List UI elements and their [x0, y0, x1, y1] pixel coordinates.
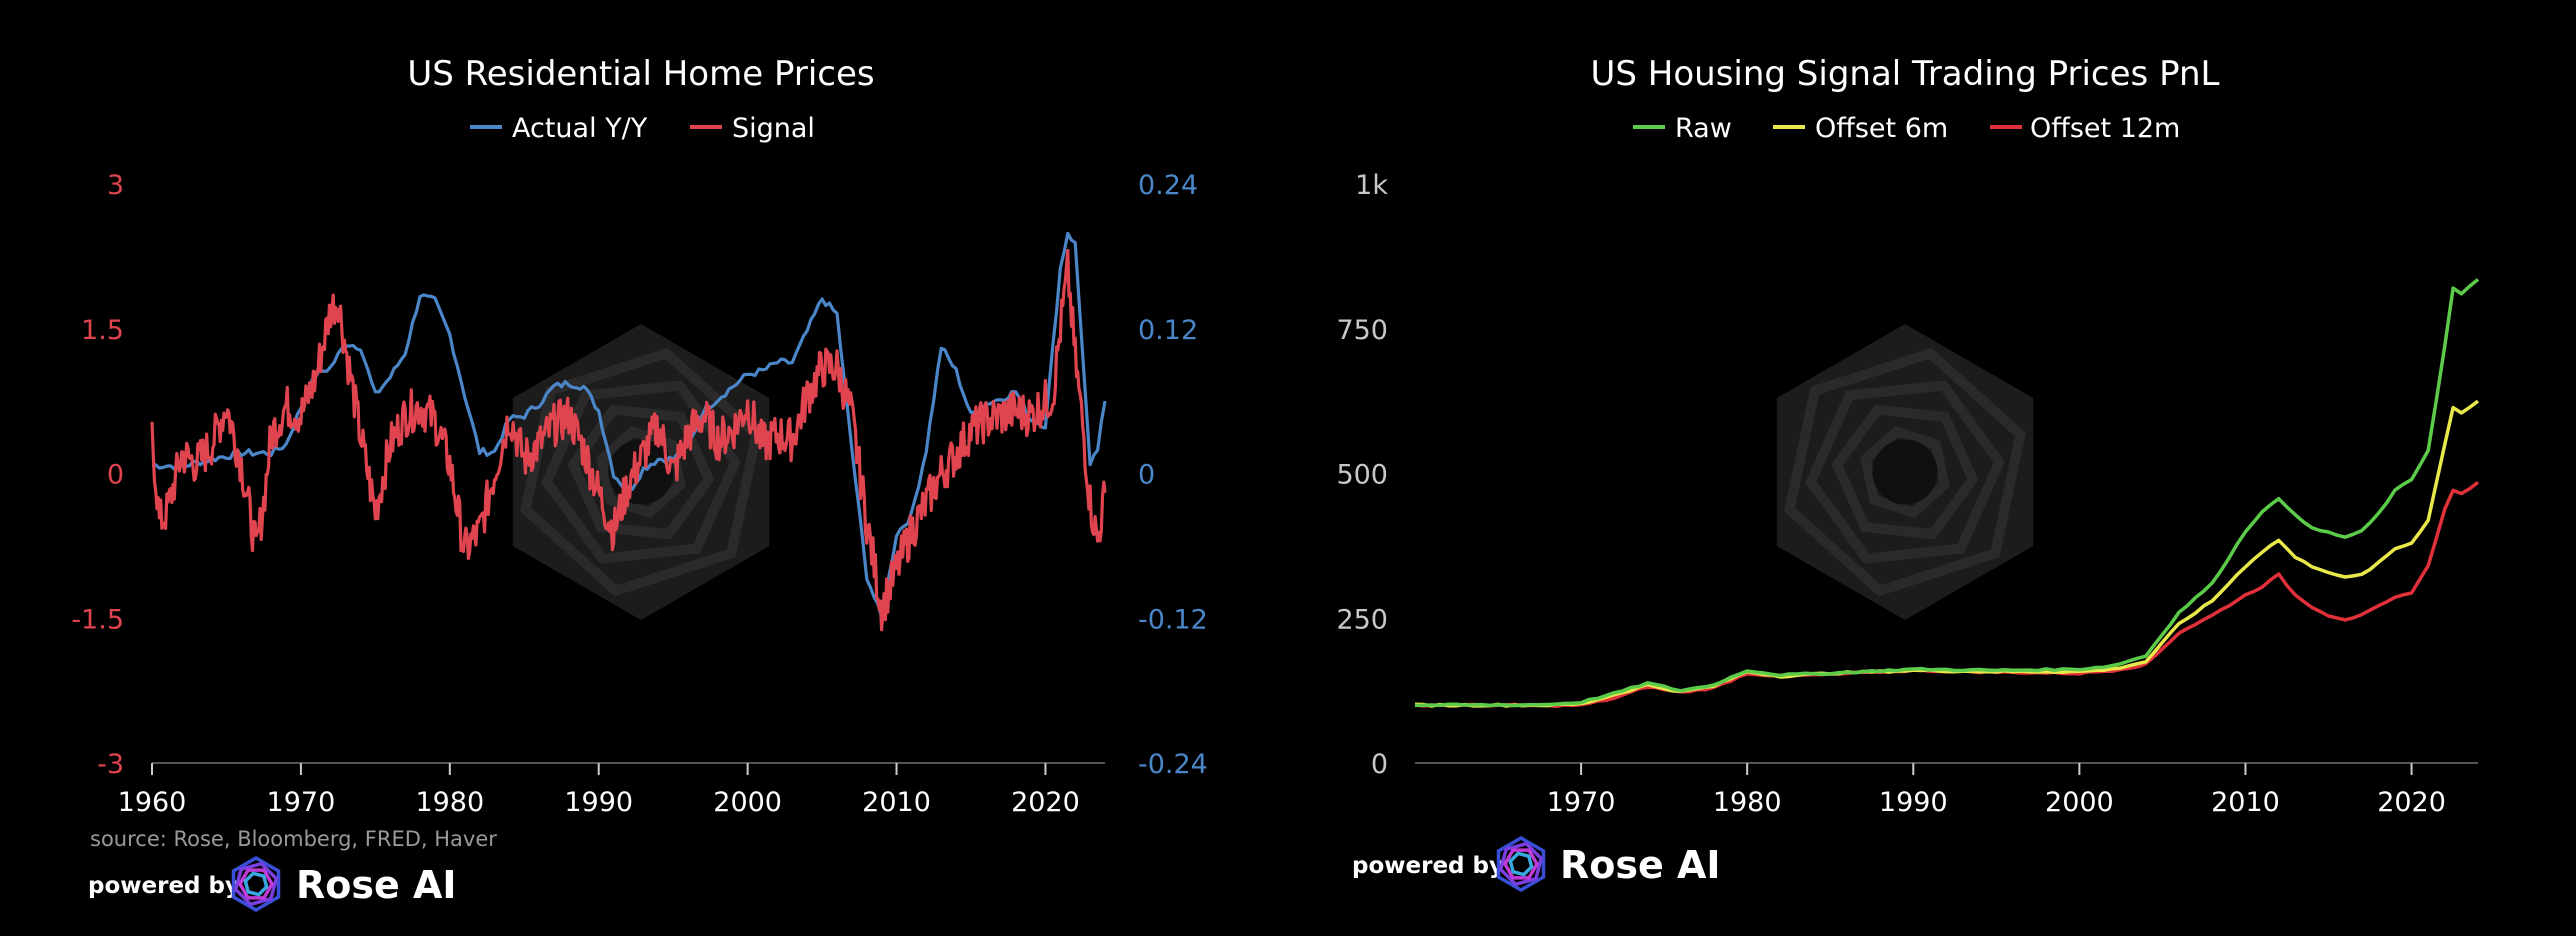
home-prices-chart: US Residential Home Prices Actual Y/Y Si…	[71, 54, 1208, 913]
rose-ai-logo-icon	[231, 855, 281, 913]
right-y-tick: 0.12	[1138, 315, 1198, 346]
series-left	[150, 231, 1107, 632]
x-axis-ticks-left: 1960 1970 1980 1990 2000 2010 2020	[118, 763, 1080, 818]
x-tick-label: 2010	[862, 787, 931, 818]
pnl-y-tick: 0	[1371, 749, 1388, 780]
right-y-tick: -0.24	[1138, 749, 1208, 780]
pnl-y-tick: 750	[1336, 315, 1388, 346]
right-y-tick: 0	[1138, 460, 1155, 491]
x-tick-label: 1970	[1547, 787, 1616, 818]
legend-left[interactable]: Actual Y/Y Signal	[470, 113, 815, 144]
brand-name: Rose AI	[296, 863, 457, 907]
legend-label-raw[interactable]: Raw	[1675, 113, 1732, 144]
x-tick-label: 1980	[415, 787, 484, 818]
x-tick-label: 2010	[2211, 787, 2280, 818]
right-y-tick: -0.12	[1138, 604, 1208, 635]
pnl-y-tick: 500	[1336, 460, 1388, 491]
legend-label-signal[interactable]: Signal	[732, 113, 815, 144]
powered-by-right[interactable]: powered by Rose AI	[1352, 835, 1721, 893]
x-tick-label: 2000	[713, 787, 782, 818]
x-tick-label: 2020	[1011, 787, 1080, 818]
x-tick-label: 1990	[1879, 787, 1948, 818]
left-y-tick: 0	[107, 460, 124, 491]
powered-by-label: powered by	[88, 873, 240, 899]
legend-label-offset12[interactable]: Offset 12m	[2030, 113, 2180, 144]
right-axis-ticks: 0.24 0.12 0 -0.12 -0.24	[1138, 170, 1208, 780]
series-line-raw	[1414, 278, 2480, 708]
x-tick-label: 1980	[1713, 787, 1782, 818]
series-right	[1414, 278, 2480, 709]
left-y-tick: -1.5	[71, 604, 124, 635]
left-y-tick: 1.5	[81, 315, 124, 346]
brand-name: Rose AI	[1560, 843, 1721, 887]
series-line-offset6	[1414, 399, 2480, 708]
pnl-chart: US Housing Signal Trading Prices PnL Raw…	[1336, 54, 2480, 893]
x-tick-label: 2000	[2045, 787, 2114, 818]
x-tick-label: 1970	[267, 787, 336, 818]
left-axis-ticks: 3 1.5 0 -1.5 -3	[71, 170, 124, 780]
legend-right[interactable]: Raw Offset 6m Offset 12m	[1633, 113, 2180, 144]
right-y-tick: 0.24	[1138, 170, 1198, 201]
series-line-signal	[150, 248, 1107, 632]
powered-by-label: powered by	[1352, 853, 1504, 879]
x-tick-label: 1990	[564, 787, 633, 818]
legend-label-actual[interactable]: Actual Y/Y	[512, 113, 648, 144]
source-note: source: Rose, Bloomberg, FRED, Haver	[90, 827, 497, 851]
powered-by-left[interactable]: powered by Rose AI	[88, 855, 457, 913]
pnl-y-tick: 1k	[1355, 170, 1388, 201]
legend-label-offset6[interactable]: Offset 6m	[1815, 113, 1948, 144]
left-y-tick: 3	[107, 170, 124, 201]
x-axis-ticks-right: 1970 1980 1990 2000 2010 2020	[1547, 763, 2446, 818]
rose-ai-logo-icon	[1496, 835, 1546, 893]
chart-title-right: US Housing Signal Trading Prices PnL	[1591, 54, 2220, 94]
chart-title-left: US Residential Home Prices	[407, 54, 874, 94]
pnl-axis-ticks: 1k 750 500 250 0	[1336, 170, 1388, 780]
x-tick-label: 2020	[2377, 787, 2446, 818]
x-tick-label: 1960	[118, 787, 187, 818]
left-y-tick: -3	[97, 749, 124, 780]
pnl-y-tick: 250	[1336, 604, 1388, 635]
watermark-logo-right	[1776, 324, 2034, 620]
